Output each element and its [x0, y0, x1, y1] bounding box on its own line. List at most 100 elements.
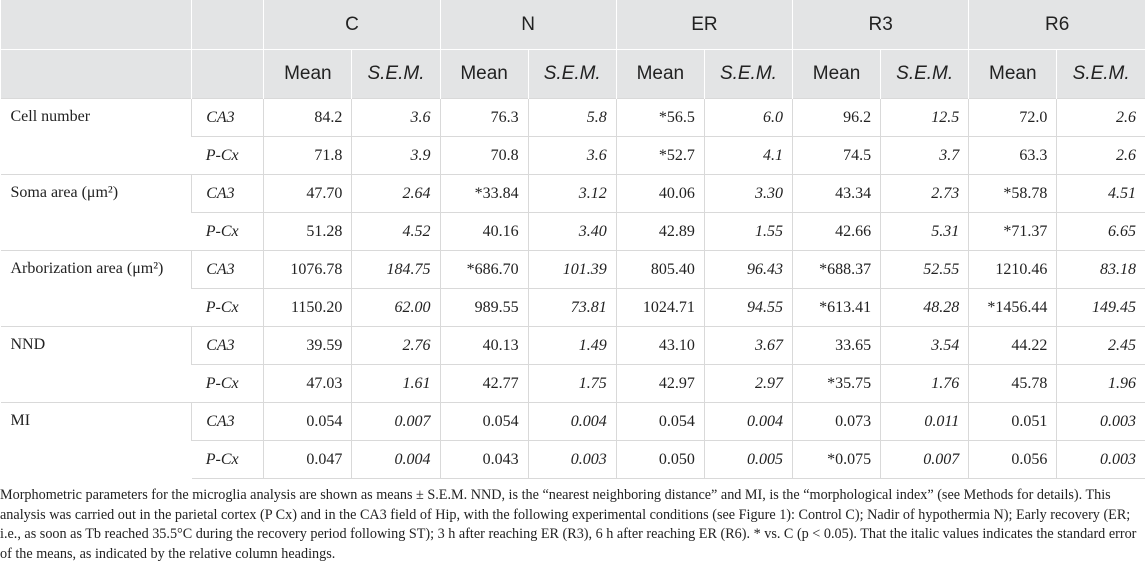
mean-cell: 805.40 — [615, 250, 705, 289]
mean-cell: 63.3 — [968, 136, 1057, 175]
mean-cell: 74.5 — [791, 136, 881, 175]
sem-cell: 3.9 — [351, 136, 441, 175]
sem-cell: 2.6 — [1056, 98, 1145, 137]
sem-cell: 6.0 — [703, 98, 793, 137]
parameter-label: Cell number — [0, 98, 192, 175]
sem-cell: 2.73 — [880, 174, 969, 213]
mean-cell: 40.16 — [439, 212, 529, 251]
mean-cell: 0.050 — [615, 440, 705, 479]
mean-cell: *0.075 — [791, 440, 881, 479]
sem-cell: 2.6 — [1056, 136, 1145, 175]
sem-cell: 4.51 — [1056, 174, 1145, 213]
table-row: Cell number CA3 84.2 3.6 76.3 5.8 *56.5 6.0 96.2… — [0, 98, 1145, 175]
mean-cell: *33.84 — [439, 174, 529, 213]
region-label: CA3 — [191, 98, 264, 137]
group-header-c: C — [263, 0, 441, 50]
sem-cell: 3.67 — [703, 326, 793, 365]
mean-cell: 47.03 — [263, 364, 352, 403]
sem-cell: 2.64 — [351, 174, 441, 213]
sem-cell: 2.45 — [1056, 326, 1145, 365]
mean-cell: *71.37 — [968, 212, 1057, 251]
table-row: P-Cx 71.8 3.9 70.8 3.6 *52.7 4.1 74.5 3.7 63.3 2.6 — [1, 136, 1145, 175]
header-blank-cell — [0, 49, 192, 99]
sem-cell: 0.003 — [527, 440, 617, 479]
mean-cell: 0.043 — [439, 440, 529, 479]
parameter-label: Soma area (μm²) — [0, 174, 192, 251]
mean-cell: 71.8 — [263, 136, 352, 175]
sem-cell: 12.5 — [880, 98, 969, 137]
parameter-label: Arborization area (μm²) — [0, 250, 192, 327]
sem-cell: 1.96 — [1056, 364, 1145, 403]
mean-cell: *35.75 — [791, 364, 881, 403]
sem-cell: 2.97 — [703, 364, 793, 403]
sem-cell: 3.6 — [351, 98, 441, 137]
mean-cell: *56.5 — [615, 98, 705, 137]
sem-cell: 3.7 — [880, 136, 969, 175]
mean-header: Mean — [439, 49, 529, 99]
mean-cell: *686.70 — [439, 250, 529, 289]
sem-cell: 83.18 — [1056, 250, 1145, 289]
table-row: P-Cx 1150.20 62.00 989.55 73.81 1024.71 94.55 *… — [1, 288, 1145, 327]
sem-cell: 0.004 — [527, 402, 617, 441]
sem-cell: 0.003 — [1056, 402, 1145, 441]
sem-cell: 2.76 — [351, 326, 441, 365]
table-row: Soma area (μm²) CA3 47.70 2.64 *33.84 3.12 40.… — [0, 174, 1145, 251]
mean-cell: *52.7 — [615, 136, 705, 175]
table-body: Cell number CA3 84.2 3.6 76.3 5.8 *56.5 6.0 96.2… — [0, 98, 1145, 479]
sem-cell: 52.55 — [880, 250, 969, 289]
mean-cell: 0.056 — [968, 440, 1057, 479]
table-row: Arborization area (μm²) CA3 1076.78 184.75 *… — [0, 250, 1145, 327]
sem-cell: 0.007 — [880, 440, 969, 479]
mean-cell: 42.97 — [615, 364, 705, 403]
sem-cell: 1.55 — [703, 212, 793, 251]
mean-cell: 84.2 — [263, 98, 352, 137]
sem-cell: 4.52 — [351, 212, 441, 251]
group-header-er: ER — [615, 0, 793, 50]
group-header-row: C N ER R3 R6 — [0, 0, 1145, 50]
mean-cell: *613.41 — [791, 288, 881, 327]
sem-cell: 3.54 — [880, 326, 969, 365]
sem-cell: 149.45 — [1056, 288, 1145, 327]
mean-cell: 0.054 — [263, 402, 352, 441]
table-footnote: Morphometric parameters for the microgli… — [0, 487, 1137, 562]
sem-cell: 0.011 — [880, 402, 969, 441]
sem-cell: 3.30 — [703, 174, 793, 213]
table-row: NND CA3 39.59 2.76 40.13 1.49 43.10 3.67 33.65 3.… — [0, 326, 1145, 403]
group-header-r3: R3 — [791, 0, 969, 50]
header-blank-cell — [0, 0, 192, 50]
mean-cell: 70.8 — [439, 136, 529, 175]
mean-cell: 0.051 — [968, 402, 1057, 441]
sem-cell: 0.007 — [351, 402, 441, 441]
mean-cell: 43.34 — [791, 174, 881, 213]
mean-cell: 47.70 — [263, 174, 352, 213]
mean-cell: 42.66 — [791, 212, 881, 251]
mean-cell: 42.89 — [615, 212, 705, 251]
sem-header: S.E.M. — [1056, 49, 1145, 99]
sem-cell: 1.76 — [880, 364, 969, 403]
sem-cell: 94.55 — [703, 288, 793, 327]
mean-cell: 1076.78 — [263, 250, 352, 289]
mean-cell: 1150.20 — [263, 288, 352, 327]
sem-cell: 3.40 — [527, 212, 617, 251]
mean-cell: *58.78 — [968, 174, 1057, 213]
region-label: P-Cx — [191, 440, 264, 479]
region-label: CA3 — [191, 174, 264, 213]
sem-cell: 62.00 — [351, 288, 441, 327]
region-label: CA3 — [191, 250, 264, 289]
mean-cell: 1210.46 — [968, 250, 1057, 289]
mean-cell: 0.073 — [791, 402, 881, 441]
table-row: P-Cx 51.28 4.52 40.16 3.40 42.89 1.55 42.66 5.31… — [1, 212, 1145, 251]
sem-cell: 96.43 — [703, 250, 793, 289]
morphometric-table: C N ER R3 R6 Mean S.E.M. Mean S.E.M. Mea… — [0, 0, 1145, 479]
mean-cell: 42.77 — [439, 364, 529, 403]
table-row: P-Cx 47.03 1.61 42.77 1.75 42.97 2.97 *35.75 1.7… — [1, 364, 1145, 403]
sem-cell: 0.003 — [1056, 440, 1145, 479]
mean-header: Mean — [968, 49, 1057, 99]
region-label: CA3 — [191, 402, 264, 441]
sem-cell: 5.31 — [880, 212, 969, 251]
mean-cell: 45.78 — [968, 364, 1057, 403]
sem-cell: 48.28 — [880, 288, 969, 327]
sem-cell: 101.39 — [527, 250, 617, 289]
sem-header: S.E.M. — [703, 49, 793, 99]
sem-cell: 0.005 — [703, 440, 793, 479]
